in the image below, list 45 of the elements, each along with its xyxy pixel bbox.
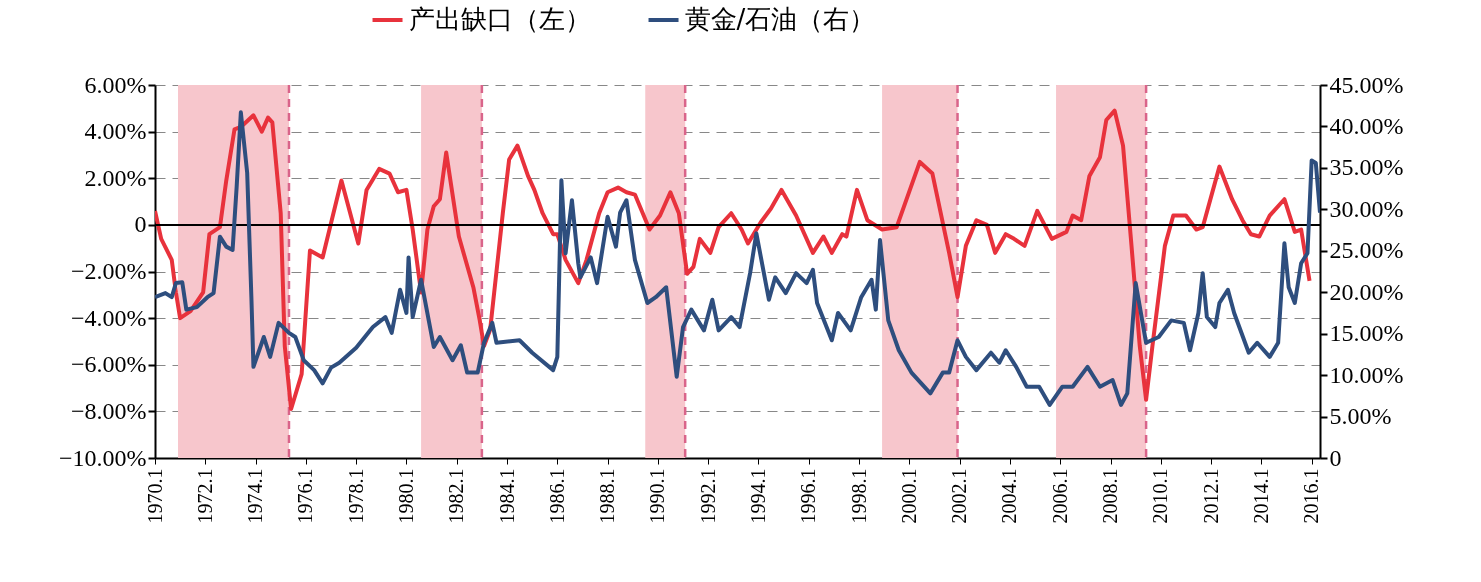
x-tick-label: 1970.1 [143, 468, 166, 524]
y-tick-label: −10.00% [58, 444, 147, 471]
y2-tick-label: 35.00% [1329, 154, 1404, 181]
x-tick-label: 1996.1 [797, 468, 820, 524]
y2-tick-label: 40.00% [1329, 112, 1404, 139]
y2-tick-label: 0 [1329, 444, 1342, 471]
x-tick-label: 1992.1 [696, 468, 719, 524]
legend-label: 黄金/石油（右） [684, 4, 876, 34]
x-tick-label: 1986.1 [545, 468, 568, 524]
y2-tick-label: 5.00% [1329, 403, 1392, 430]
x-tick-label: 2004.1 [998, 468, 1021, 524]
y-tick-label: 2.00% [84, 164, 147, 191]
x-tick-label: 2002.1 [948, 468, 971, 524]
y-tick-label: −6.00% [70, 351, 147, 378]
y-tick-label: −8.00% [70, 397, 147, 424]
x-tick-label: 1994.1 [747, 468, 769, 524]
y2-tick-label: 30.00% [1329, 195, 1404, 222]
y2-tick-label: 20.00% [1329, 278, 1404, 305]
x-tick-label: 1974.1 [244, 468, 267, 524]
legend-label: 产出缺口（左） [408, 4, 591, 34]
y2-tick-label: 10.00% [1329, 361, 1404, 388]
y-tick-label: 4.00% [84, 118, 147, 145]
x-tick-label: 1984.1 [495, 468, 518, 524]
y-tick-label: 6.00% [84, 71, 147, 98]
x-tick-label: 1980.1 [394, 468, 417, 524]
y2-tick-label: 25.00% [1329, 237, 1404, 264]
x-tick-label: 1978.1 [344, 468, 367, 524]
y2-tick-label: 45.00% [1329, 71, 1404, 98]
x-tick-label: 2006.1 [1048, 468, 1071, 524]
x-tick-label: 1982.1 [445, 468, 468, 524]
x-tick-label: 1976.1 [294, 468, 317, 524]
y-tick-label: 0 [134, 211, 147, 238]
x-tick-label: 2010.1 [1149, 468, 1172, 524]
x-tick-label: 2014.1 [1249, 468, 1272, 524]
x-tick-label: 2000.1 [897, 468, 920, 524]
x-tick-label: 2008.1 [1099, 468, 1121, 524]
x-tick-label: 2012.1 [1199, 468, 1222, 524]
y-tick-label: −2.00% [70, 258, 147, 284]
x-tick-label: 2016.1 [1300, 468, 1323, 524]
x-tick-label: 1988.1 [596, 468, 619, 524]
x-tick-label: 1998.1 [847, 468, 870, 524]
y-tick-label: −4.00% [70, 304, 147, 331]
x-tick-label: 1972.1 [193, 468, 216, 524]
x-tick-label: 1990.1 [646, 468, 669, 524]
y2-tick-label: 15.00% [1329, 320, 1404, 347]
